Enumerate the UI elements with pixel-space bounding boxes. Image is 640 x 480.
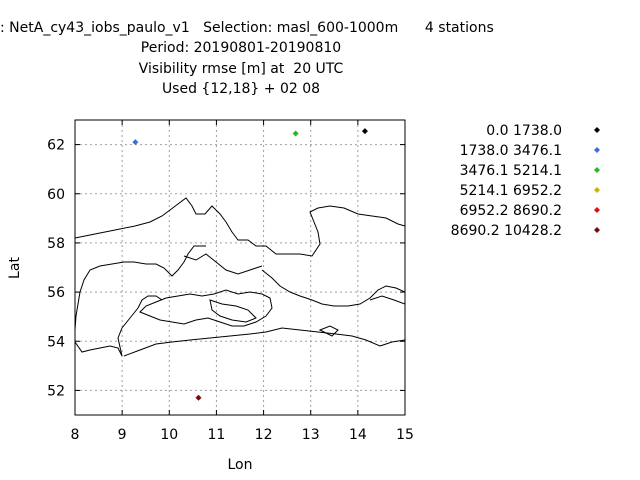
coastline-east-islands <box>369 295 405 305</box>
legend-marker <box>594 127 600 133</box>
legend-label: 1738.0 3476.1 <box>460 143 562 159</box>
chart-title-period: Period: 20190801-20190810 <box>140 40 342 56</box>
y-tick-label: 54 <box>47 334 65 350</box>
x-tick-label: 9 <box>118 427 127 443</box>
coastline-sweden-west <box>75 245 206 331</box>
chart-title-variable: Visibility rmse [m] at 20 UTC <box>138 61 344 77</box>
y-tick-label: 52 <box>47 383 65 399</box>
coastline-sweden-east <box>261 269 405 307</box>
chart-title-line1: : NetA_cy43_iobs_paulo_v1 Selection: mas… <box>0 20 494 36</box>
chart-title-used: Used {12,18} + 02 08 <box>161 81 321 97</box>
x-tick-label: 12 <box>255 427 273 443</box>
station-point <box>195 394 202 401</box>
coastline-baltic-south <box>123 327 405 357</box>
coastline-denmark-islands <box>139 289 273 327</box>
y-tick-labels: 52 54 56 58 60 62 <box>47 138 65 400</box>
x-tick-label: 14 <box>349 427 367 443</box>
legend-marker <box>594 207 600 213</box>
station-point <box>361 128 368 135</box>
legend-label: 5214.1 6952.2 <box>460 183 562 199</box>
coastline-zealand <box>209 299 257 323</box>
legend-marker <box>594 147 600 153</box>
plot-frame <box>74 119 406 416</box>
coastline <box>75 197 405 357</box>
coastline-jutland <box>75 295 163 357</box>
x-tick-label: 11 <box>208 427 226 443</box>
x-tick-label: 13 <box>302 427 320 443</box>
legend-marker <box>594 167 600 173</box>
y-tick-label: 60 <box>47 187 65 203</box>
axis-ticks <box>74 120 406 415</box>
station-points <box>132 128 368 401</box>
station-point <box>292 130 299 137</box>
legend: 0.0 1738.0 1738.0 3476.1 3476.1 5214.1 5214… <box>451 123 600 239</box>
x-tick-label: 10 <box>160 427 178 443</box>
legend-marker <box>594 187 600 193</box>
coastline-scandinavia <box>75 197 405 257</box>
legend-label: 6952.2 8690.2 <box>460 203 562 219</box>
legend-label: 8690.2 10428.2 <box>451 223 562 239</box>
y-axis-label: Lat <box>7 257 23 279</box>
x-tick-label: 15 <box>396 427 414 443</box>
legend-label: 3476.1 5214.1 <box>460 163 562 179</box>
x-tick-label: 8 <box>71 427 80 443</box>
x-tick-labels: 8 9 10 11 12 13 14 15 <box>71 427 414 443</box>
coastline-bornholm <box>318 325 339 337</box>
y-tick-label: 58 <box>47 236 65 252</box>
coastline-inner-lakes <box>183 253 263 275</box>
legend-marker <box>594 227 600 233</box>
y-tick-label: 62 <box>47 138 65 154</box>
grid <box>75 120 405 415</box>
station-point <box>132 139 139 146</box>
y-tick-label: 56 <box>47 285 65 301</box>
legend-label: 0.0 1738.0 <box>486 123 562 139</box>
x-axis-label: Lon <box>228 457 253 473</box>
